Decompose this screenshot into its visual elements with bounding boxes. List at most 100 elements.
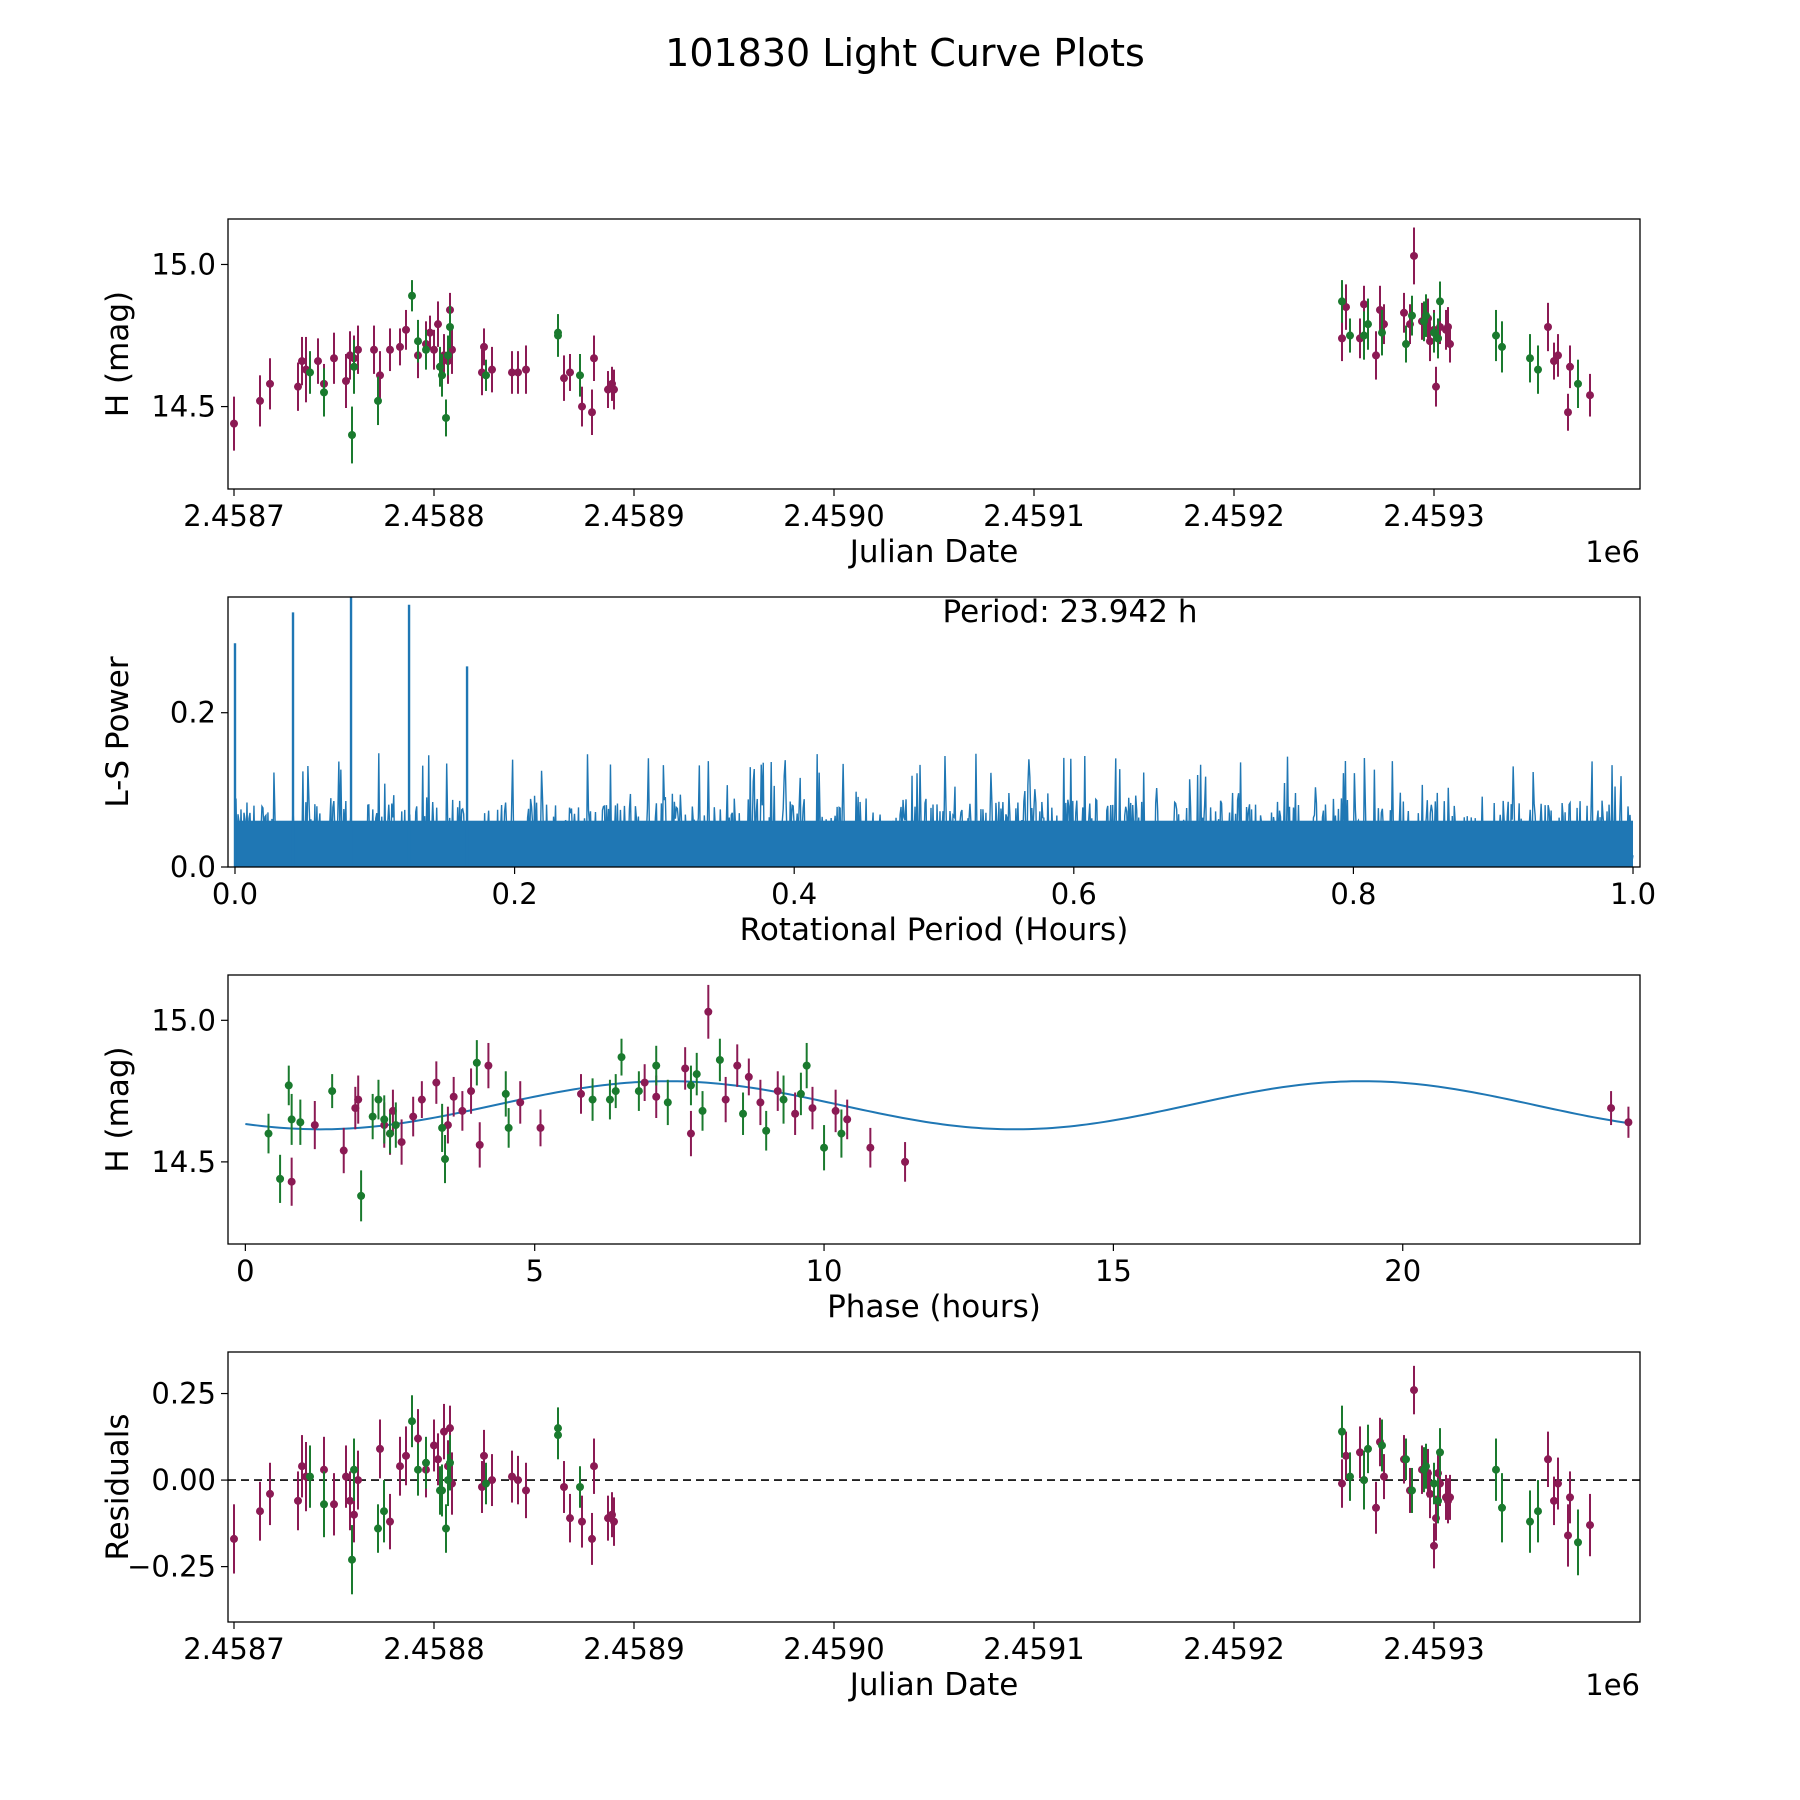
data-point (409, 1112, 418, 1121)
data-point (339, 1146, 348, 1155)
data-point (681, 1064, 690, 1073)
data-point (610, 385, 618, 394)
x-tick-label: 10 (806, 1254, 843, 1288)
data-point (449, 1092, 458, 1101)
data-point (380, 1507, 388, 1516)
data-point (779, 1095, 788, 1104)
data-point (1338, 297, 1346, 306)
data-point (698, 1106, 707, 1115)
data-point (1534, 1507, 1542, 1516)
data-point (588, 408, 596, 417)
data-point (386, 345, 394, 354)
data-point (482, 1479, 490, 1488)
data-point (576, 1483, 584, 1491)
data-point (1338, 334, 1346, 343)
data-point (590, 1462, 598, 1471)
x-tick-label: 2.4587 (183, 1632, 284, 1666)
data-point (348, 431, 356, 439)
data-point (536, 1123, 545, 1132)
chart-panels: 2.4587 2.4588 2.4589 2.4590 2.4591 2.4592 2.45… (100, 218, 1656, 1703)
x-axis-label: Julian Date (848, 534, 1019, 570)
data-point (516, 1098, 525, 1107)
data-point (1566, 1493, 1574, 1502)
data-point (296, 1118, 305, 1127)
data-point (588, 1534, 596, 1543)
data-point (578, 1517, 586, 1526)
y-tick-label: 14.5 (151, 390, 216, 424)
data-point (1372, 1503, 1380, 1512)
data-point (590, 354, 598, 363)
data-point (298, 1462, 306, 1471)
data-point (843, 1115, 852, 1124)
data-point (294, 1496, 302, 1505)
data-point (791, 1109, 800, 1118)
data-point (396, 342, 404, 351)
data-layer (264, 984, 1633, 1222)
data-point (1402, 340, 1410, 349)
y-tick-label: 0.00 (151, 1463, 216, 1497)
y-axis-label: H (mag) (100, 291, 136, 417)
data-point (610, 1517, 618, 1526)
data-point (808, 1104, 817, 1113)
y-axis-label: H (mag) (100, 1046, 136, 1172)
data-point (1360, 1476, 1368, 1485)
data-point (266, 1489, 274, 1498)
data-point (357, 1191, 366, 1200)
data-point (475, 1140, 484, 1149)
data-point (330, 1500, 338, 1509)
data-point (430, 1441, 438, 1450)
data-point (422, 1458, 430, 1467)
data-point (1554, 1479, 1562, 1488)
panel-residuals: 2.4587 2.4588 2.4589 2.4590 2.4591 2.4592 2.45… (100, 1351, 1641, 1703)
data-point (652, 1092, 661, 1101)
data-point (1364, 320, 1372, 329)
data-point (522, 1486, 530, 1495)
data-point (376, 1444, 384, 1453)
x-offset-label: 1e6 (1585, 1668, 1640, 1702)
data-point (320, 388, 328, 397)
data-point (802, 1061, 811, 1070)
data-point (256, 1507, 264, 1516)
y-tick-label: 0.25 (151, 1377, 216, 1411)
x-offset-label: 1e6 (1585, 535, 1640, 569)
x-tick-label: 2.4590 (783, 1632, 884, 1666)
data-point (554, 1431, 562, 1440)
data-point (310, 1121, 319, 1130)
data-point (397, 1138, 406, 1147)
data-point (370, 345, 378, 354)
data-point (1586, 391, 1594, 400)
data-layer (230, 227, 1594, 464)
data-point (441, 1155, 450, 1164)
data-point (566, 1514, 574, 1523)
axes-frame (227, 1351, 1641, 1623)
x-tick-label: 20 (1384, 1254, 1421, 1288)
data-point (342, 377, 350, 385)
data-point (446, 1424, 454, 1433)
data-point (396, 1462, 404, 1471)
x-tick-label: 2.4591 (983, 499, 1084, 533)
data-point (1544, 323, 1552, 331)
data-point (1498, 1503, 1506, 1512)
data-point (762, 1126, 771, 1135)
data-point (837, 1129, 846, 1138)
data-point (739, 1109, 748, 1118)
data-point (1380, 1472, 1388, 1481)
data-point (514, 1476, 522, 1485)
data-point (1574, 1538, 1582, 1547)
data-point (350, 1465, 358, 1474)
data-point (866, 1143, 875, 1152)
data-point (328, 1087, 337, 1096)
x-tick-label: 15 (1095, 1254, 1132, 1288)
data-point (715, 1055, 724, 1064)
data-point (230, 419, 238, 428)
data-point (482, 371, 490, 380)
data-point (773, 1087, 782, 1096)
data-point (1346, 331, 1354, 340)
data-point (1408, 311, 1416, 320)
data-point (440, 1427, 448, 1436)
data-point (554, 331, 562, 340)
data-point (444, 351, 452, 360)
data-point (1342, 303, 1350, 312)
axes-frame (227, 974, 1641, 1245)
data-point (472, 1058, 481, 1067)
